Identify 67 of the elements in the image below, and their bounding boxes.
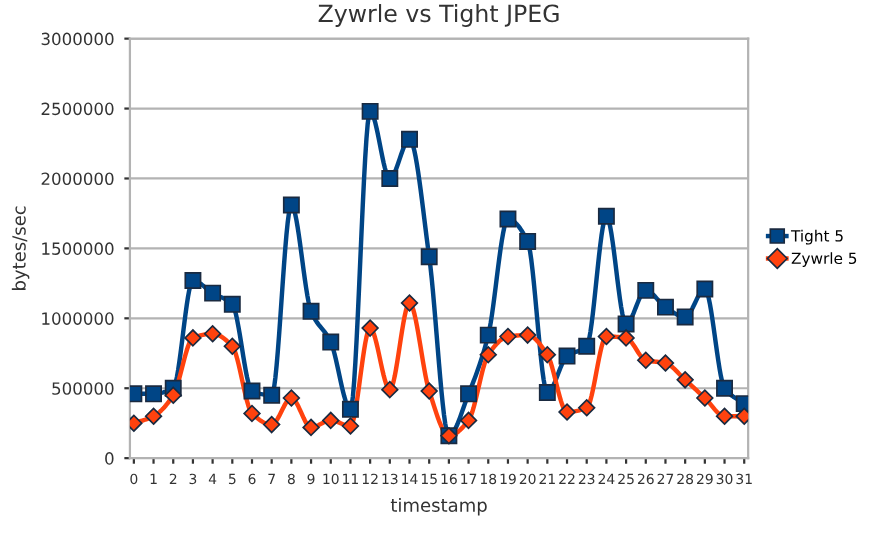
point bbox=[420, 248, 438, 266]
point bbox=[479, 345, 497, 364]
point bbox=[499, 210, 517, 228]
point bbox=[401, 130, 418, 148]
point bbox=[341, 417, 360, 435]
x-axis-title: timestamp bbox=[390, 497, 487, 516]
point bbox=[676, 371, 694, 389]
y-axis-title: bytes/sec bbox=[11, 206, 30, 290]
y-tick-label: 0 bbox=[105, 452, 114, 465]
y-tick-label: 3000000 bbox=[41, 32, 114, 46]
point bbox=[696, 280, 714, 298]
point bbox=[716, 379, 734, 397]
point bbox=[656, 354, 675, 372]
point bbox=[617, 329, 635, 347]
point bbox=[184, 329, 202, 347]
point bbox=[459, 411, 478, 430]
point bbox=[341, 400, 359, 418]
point bbox=[558, 347, 576, 365]
y-tick-label: 1000000 bbox=[42, 312, 114, 325]
y-tick-label: 500000 bbox=[52, 382, 114, 395]
point bbox=[420, 382, 438, 400]
point bbox=[322, 411, 340, 430]
point bbox=[203, 325, 222, 343]
point bbox=[263, 386, 281, 404]
point bbox=[184, 272, 202, 290]
point bbox=[381, 170, 399, 187]
point bbox=[597, 327, 616, 346]
point bbox=[302, 302, 320, 320]
point bbox=[578, 337, 596, 355]
point bbox=[262, 415, 281, 434]
point bbox=[637, 351, 655, 369]
point bbox=[597, 207, 615, 225]
point bbox=[499, 327, 517, 346]
point bbox=[282, 389, 301, 407]
point bbox=[145, 385, 163, 403]
point bbox=[361, 319, 379, 337]
point bbox=[400, 294, 419, 312]
y-tick-label: 2500000 bbox=[41, 102, 114, 116]
point bbox=[302, 418, 320, 437]
point bbox=[282, 196, 300, 214]
point bbox=[460, 385, 478, 403]
point bbox=[656, 298, 674, 316]
point bbox=[164, 386, 182, 404]
y-tick-label: 1500000 bbox=[42, 242, 114, 255]
point bbox=[223, 337, 241, 355]
point bbox=[538, 383, 556, 401]
point bbox=[519, 232, 537, 250]
point bbox=[558, 403, 576, 421]
y-tick-label: 2000000 bbox=[41, 172, 114, 186]
point bbox=[223, 295, 241, 313]
point bbox=[243, 382, 261, 400]
point bbox=[578, 399, 596, 417]
point bbox=[479, 326, 497, 344]
point bbox=[538, 345, 557, 364]
point bbox=[715, 407, 734, 425]
point bbox=[696, 389, 714, 407]
point bbox=[204, 284, 222, 302]
point bbox=[637, 281, 655, 299]
point bbox=[361, 102, 379, 120]
point bbox=[617, 315, 635, 333]
chart-title: Zywrle vs Tight JPEG bbox=[318, 4, 559, 27]
point bbox=[518, 326, 537, 344]
point bbox=[381, 380, 399, 399]
point bbox=[676, 308, 694, 326]
point bbox=[243, 404, 261, 423]
point bbox=[144, 407, 163, 425]
point bbox=[322, 333, 340, 351]
